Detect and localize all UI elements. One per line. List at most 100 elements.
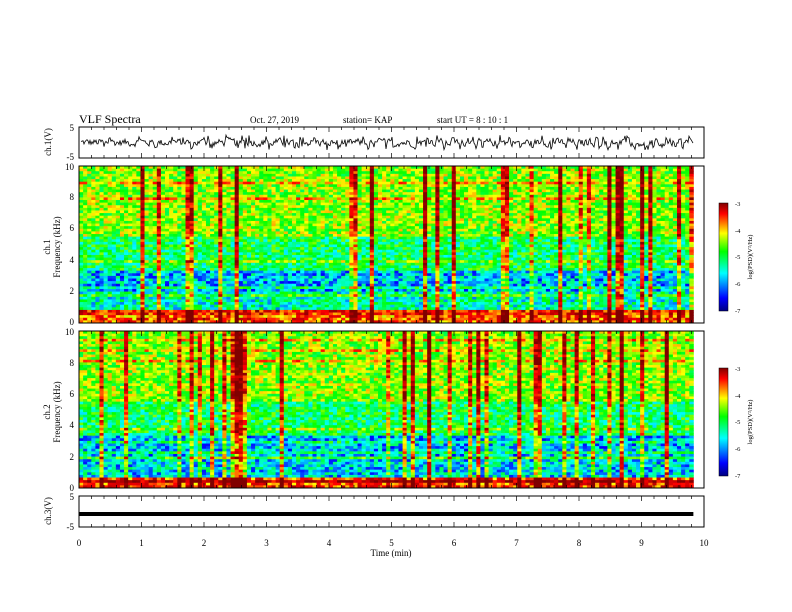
- spectrogram-cell: [521, 215, 526, 219]
- spectrogram-cell: [541, 215, 547, 219]
- spectrogram-cell: [332, 239, 338, 243]
- spectrogram-cell: [369, 226, 375, 230]
- spectrogram-cell: [373, 205, 379, 209]
- spectrogram-cell: [427, 192, 432, 196]
- spectrogram-cell: [242, 194, 248, 198]
- spectrogram-cell: [390, 234, 395, 238]
- spectrogram-cell: [173, 215, 178, 219]
- spectrogram-cell: [545, 226, 551, 230]
- spectrogram-cell: [263, 213, 268, 217]
- spectrogram-cell: [189, 231, 195, 235]
- spectrogram-cell: [365, 210, 371, 214]
- spectrogram-cell: [283, 184, 289, 188]
- spectrogram-cell: [357, 184, 363, 188]
- spectrogram-cell: [676, 200, 682, 204]
- spectrogram-cell: [103, 168, 109, 172]
- spectrogram-cell: [267, 189, 272, 193]
- spectrogram-cell: [332, 215, 338, 219]
- spectrogram-cell: [607, 189, 612, 193]
- spectrogram-cell: [165, 192, 170, 196]
- spectrogram-cell: [578, 213, 584, 217]
- spectrogram-cell: [193, 181, 199, 185]
- spectrogram-cell: [668, 176, 674, 180]
- spectrogram-cell: [242, 173, 248, 177]
- spectrogram-cell: [136, 184, 141, 188]
- spectrogram-cell: [455, 168, 461, 172]
- spectrogram-cell: [398, 239, 403, 243]
- spectrogram-cell: [214, 205, 219, 209]
- spectrogram-cell: [304, 189, 309, 193]
- spectrogram-cell: [255, 166, 260, 170]
- spectrogram-cell: [562, 202, 567, 206]
- spectrogram-cell: [201, 244, 207, 248]
- spectrogram-cell: [324, 179, 330, 183]
- spectrogram-cell: [361, 249, 367, 253]
- spectrogram-cell: [676, 184, 682, 188]
- spectrogram-cell: [107, 181, 113, 185]
- spectrogram-cell: [386, 249, 391, 253]
- ch1-spectrogram-image: [79, 166, 694, 324]
- spectrogram-cell: [115, 173, 121, 177]
- spectrogram-cell: [509, 168, 514, 172]
- spectrogram-cell: [406, 239, 412, 243]
- spectrogram-cell: [533, 200, 539, 204]
- spectrogram-cell: [685, 213, 690, 217]
- spectrogram-cell: [119, 210, 125, 214]
- spectrogram-cell: [291, 210, 297, 214]
- spectrogram-cell: [648, 244, 653, 248]
- spectrogram-cell: [513, 189, 518, 193]
- spectrogram-cell: [312, 234, 317, 238]
- spectrogram-cell: [246, 202, 252, 206]
- spectrogram-cell: [435, 168, 440, 172]
- spectrogram-cell: [435, 241, 440, 245]
- spectrogram-cell: [676, 247, 682, 251]
- spectrogram-cell: [521, 239, 526, 243]
- spectrogram-cell: [177, 236, 182, 240]
- spectrogram-cell: [308, 223, 313, 227]
- spectrogram-cell: [320, 179, 326, 183]
- spectrogram-cell: [152, 220, 158, 224]
- spectrogram-cell: [83, 176, 88, 180]
- spectrogram-cell: [689, 231, 694, 235]
- spectrogram-cell: [296, 197, 301, 201]
- spectrogram-cell: [189, 197, 195, 201]
- spectrogram-cell: [636, 210, 641, 214]
- spectrogram-cell: [623, 210, 629, 214]
- spectrogram-cell: [128, 207, 133, 211]
- spectrogram-cell: [230, 241, 236, 245]
- spectrogram-cell: [410, 247, 416, 251]
- spectrogram-cell: [79, 244, 84, 248]
- spectrogram-cell: [631, 192, 637, 196]
- spectrogram-cell: [324, 223, 330, 227]
- spectrogram-cell: [251, 197, 256, 201]
- spectrogram-cell: [414, 234, 420, 238]
- spectrogram-cell: [197, 218, 203, 222]
- spectrogram-cell: [87, 200, 92, 204]
- spectrogram-cell: [636, 197, 641, 201]
- spectrogram-cell: [480, 213, 485, 217]
- spectrogram-cell: [550, 218, 555, 222]
- spectrogram-cell: [615, 223, 621, 227]
- spectrogram-cell: [672, 173, 678, 177]
- spectrogram-cell: [656, 228, 662, 232]
- spectrogram-cell: [644, 200, 649, 204]
- spectrogram-cell: [205, 181, 211, 185]
- spectrogram-cell: [173, 226, 178, 230]
- spectrogram-cell: [525, 184, 530, 188]
- spectrogram-cell: [259, 226, 264, 230]
- spectrogram-cell: [443, 244, 449, 248]
- spectrogram-cell: [574, 184, 580, 188]
- spectrogram-cell: [455, 173, 461, 177]
- spectrogram-cell: [177, 241, 182, 245]
- spectrogram-cell: [586, 244, 592, 248]
- spectrogram-cell: [103, 200, 109, 204]
- spectrogram-cell: [390, 200, 395, 204]
- spectrogram-cell: [627, 239, 633, 243]
- spectrogram-cell: [668, 181, 674, 185]
- spectrogram-cell: [296, 184, 301, 188]
- spectrogram-cell: [455, 197, 461, 201]
- spectrogram-cell: [378, 226, 383, 230]
- spectrogram-cell: [652, 220, 657, 224]
- spectrogram-cell: [386, 241, 391, 245]
- spectrogram-cell: [144, 200, 150, 204]
